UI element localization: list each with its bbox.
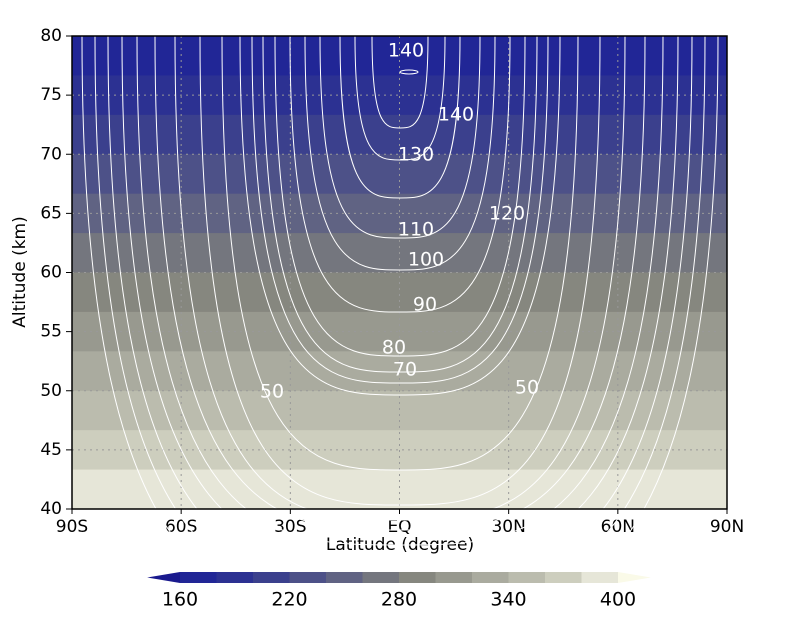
- x-tick-label: 60S: [165, 517, 197, 537]
- colorbar-label: 400: [600, 589, 636, 611]
- x-tick-label: EQ: [387, 517, 411, 537]
- contour-label: 80: [382, 337, 406, 359]
- y-tick-label: 45: [40, 440, 62, 460]
- colorbar-over: [618, 572, 651, 583]
- contour-line: [371, 35, 429, 129]
- contour-line: [319, 35, 481, 239]
- plot-frame: [71, 35, 728, 510]
- colorbar-label: 280: [381, 589, 417, 611]
- contour-line: [199, 35, 601, 506]
- contour-line: [94, 35, 706, 601]
- colorbar-label: 220: [271, 589, 307, 611]
- colorbar-box: [508, 572, 546, 583]
- contour-line: [304, 35, 496, 271]
- contour-label: 90: [413, 294, 437, 316]
- contour-line: [136, 35, 664, 546]
- colorbar-label: 340: [490, 589, 526, 611]
- contour-line: [262, 35, 538, 373]
- x-tick-label: 60N: [601, 517, 635, 537]
- contour-label: 100: [408, 249, 444, 271]
- y-tick-label: 40: [40, 499, 62, 519]
- colorbar-under: [147, 572, 180, 583]
- contour-line: [354, 35, 446, 161]
- contour-loop: [399, 69, 419, 75]
- colorbar-box: [326, 572, 363, 583]
- contour-line: [251, 35, 549, 384]
- y-tick-label: 80: [40, 26, 62, 46]
- colorbar-box: [435, 572, 473, 583]
- contour-label: 120: [489, 203, 525, 225]
- colorbar-box: [289, 572, 327, 583]
- contour-label: 110: [398, 219, 434, 241]
- contour-label: 50: [515, 377, 539, 399]
- y-tick-label: 70: [40, 144, 62, 164]
- colorbar-box: [216, 572, 254, 583]
- x-tick-label: 30S: [274, 517, 306, 537]
- y-tick-label: 75: [40, 85, 62, 105]
- contour-label: 140: [388, 40, 424, 62]
- contour-label: 70: [393, 359, 417, 381]
- y-axis-title: Altitude (km): [10, 216, 30, 328]
- shade-band: [72, 469, 727, 510]
- contour-line: [121, 35, 679, 561]
- contour-line: [239, 35, 561, 396]
- y-tick-label: 55: [40, 322, 62, 342]
- colorbar-box: [399, 572, 436, 583]
- contour-label: 50: [260, 381, 284, 403]
- contour-line: [174, 35, 626, 521]
- x-tick-label: 90S: [56, 517, 88, 537]
- colorbar-label: 160: [162, 589, 198, 611]
- contour-label: 130: [398, 144, 434, 166]
- colorbar-box: [472, 572, 509, 583]
- y-tick-label: 50: [40, 381, 62, 401]
- contour-line: [154, 35, 646, 531]
- contour-line: [289, 35, 511, 313]
- contour-line: [339, 35, 461, 199]
- x-tick-label: 90N: [710, 517, 744, 537]
- shade-band: [72, 272, 727, 313]
- y-tick-label: 60: [40, 263, 62, 283]
- colorbar-box: [545, 572, 582, 583]
- contour-line: [221, 35, 579, 471]
- colorbar-box: [362, 572, 400, 583]
- colorbar-box: [253, 572, 290, 583]
- colorbar-box: [180, 572, 217, 583]
- contour-label: 140: [438, 104, 474, 126]
- colorbar-box: [581, 572, 619, 583]
- contour-line: [274, 35, 526, 357]
- y-tick-label: 65: [40, 203, 62, 223]
- x-tick-label: 30N: [491, 517, 525, 537]
